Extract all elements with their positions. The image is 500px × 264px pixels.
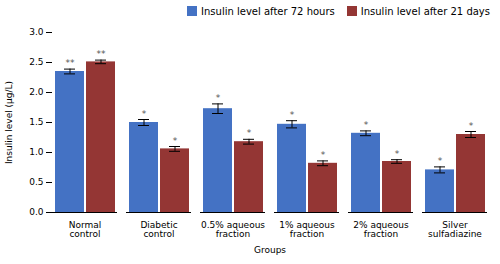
svg-text:2% aqueousfraction: 2% aqueousfraction: [353, 220, 409, 239]
svg-text:2.5: 2.5: [29, 57, 43, 67]
svg-text:**: **: [97, 49, 107, 59]
svg-text:1% aqueousfraction: 1% aqueousfraction: [279, 220, 335, 239]
svg-text:*: *: [438, 156, 443, 166]
svg-text:Diabeticcontrol: Diabeticcontrol: [140, 220, 177, 239]
svg-text:2.0: 2.0: [29, 87, 44, 97]
svg-text:*: *: [395, 149, 400, 159]
svg-text:Silversulfadiazine: Silversulfadiazine: [428, 220, 482, 239]
svg-text:*: *: [364, 120, 369, 130]
svg-text:*: *: [216, 93, 221, 103]
svg-text:**: **: [66, 58, 76, 68]
svg-text:*: *: [321, 150, 326, 160]
svg-text:*: *: [173, 136, 178, 146]
html-text:Insulin level after 72 hours: Insulin level after 72 hours: [201, 5, 335, 17]
svg-text:Groups: Groups: [254, 245, 286, 255]
svg-text:1.5: 1.5: [29, 117, 43, 127]
svg-text:Normalcontrol: Normalcontrol: [69, 220, 102, 239]
html-text:Insulin level after 21 days: Insulin level after 21 days: [360, 5, 490, 17]
svg-text:Insulin level (μg/L): Insulin level (μg/L): [4, 81, 14, 164]
svg-text:1.0: 1.0: [29, 147, 44, 157]
svg-text:*: *: [290, 110, 295, 120]
svg-text:3.0: 3.0: [29, 27, 44, 37]
svg-text:*: *: [469, 121, 474, 131]
svg-text:0.5% aqueousfraction: 0.5% aqueousfraction: [201, 220, 265, 239]
svg-text:0.0: 0.0: [29, 207, 44, 217]
svg-text:*: *: [142, 109, 147, 119]
svg-text:*: *: [247, 128, 252, 138]
svg-text:0.5: 0.5: [29, 177, 43, 187]
